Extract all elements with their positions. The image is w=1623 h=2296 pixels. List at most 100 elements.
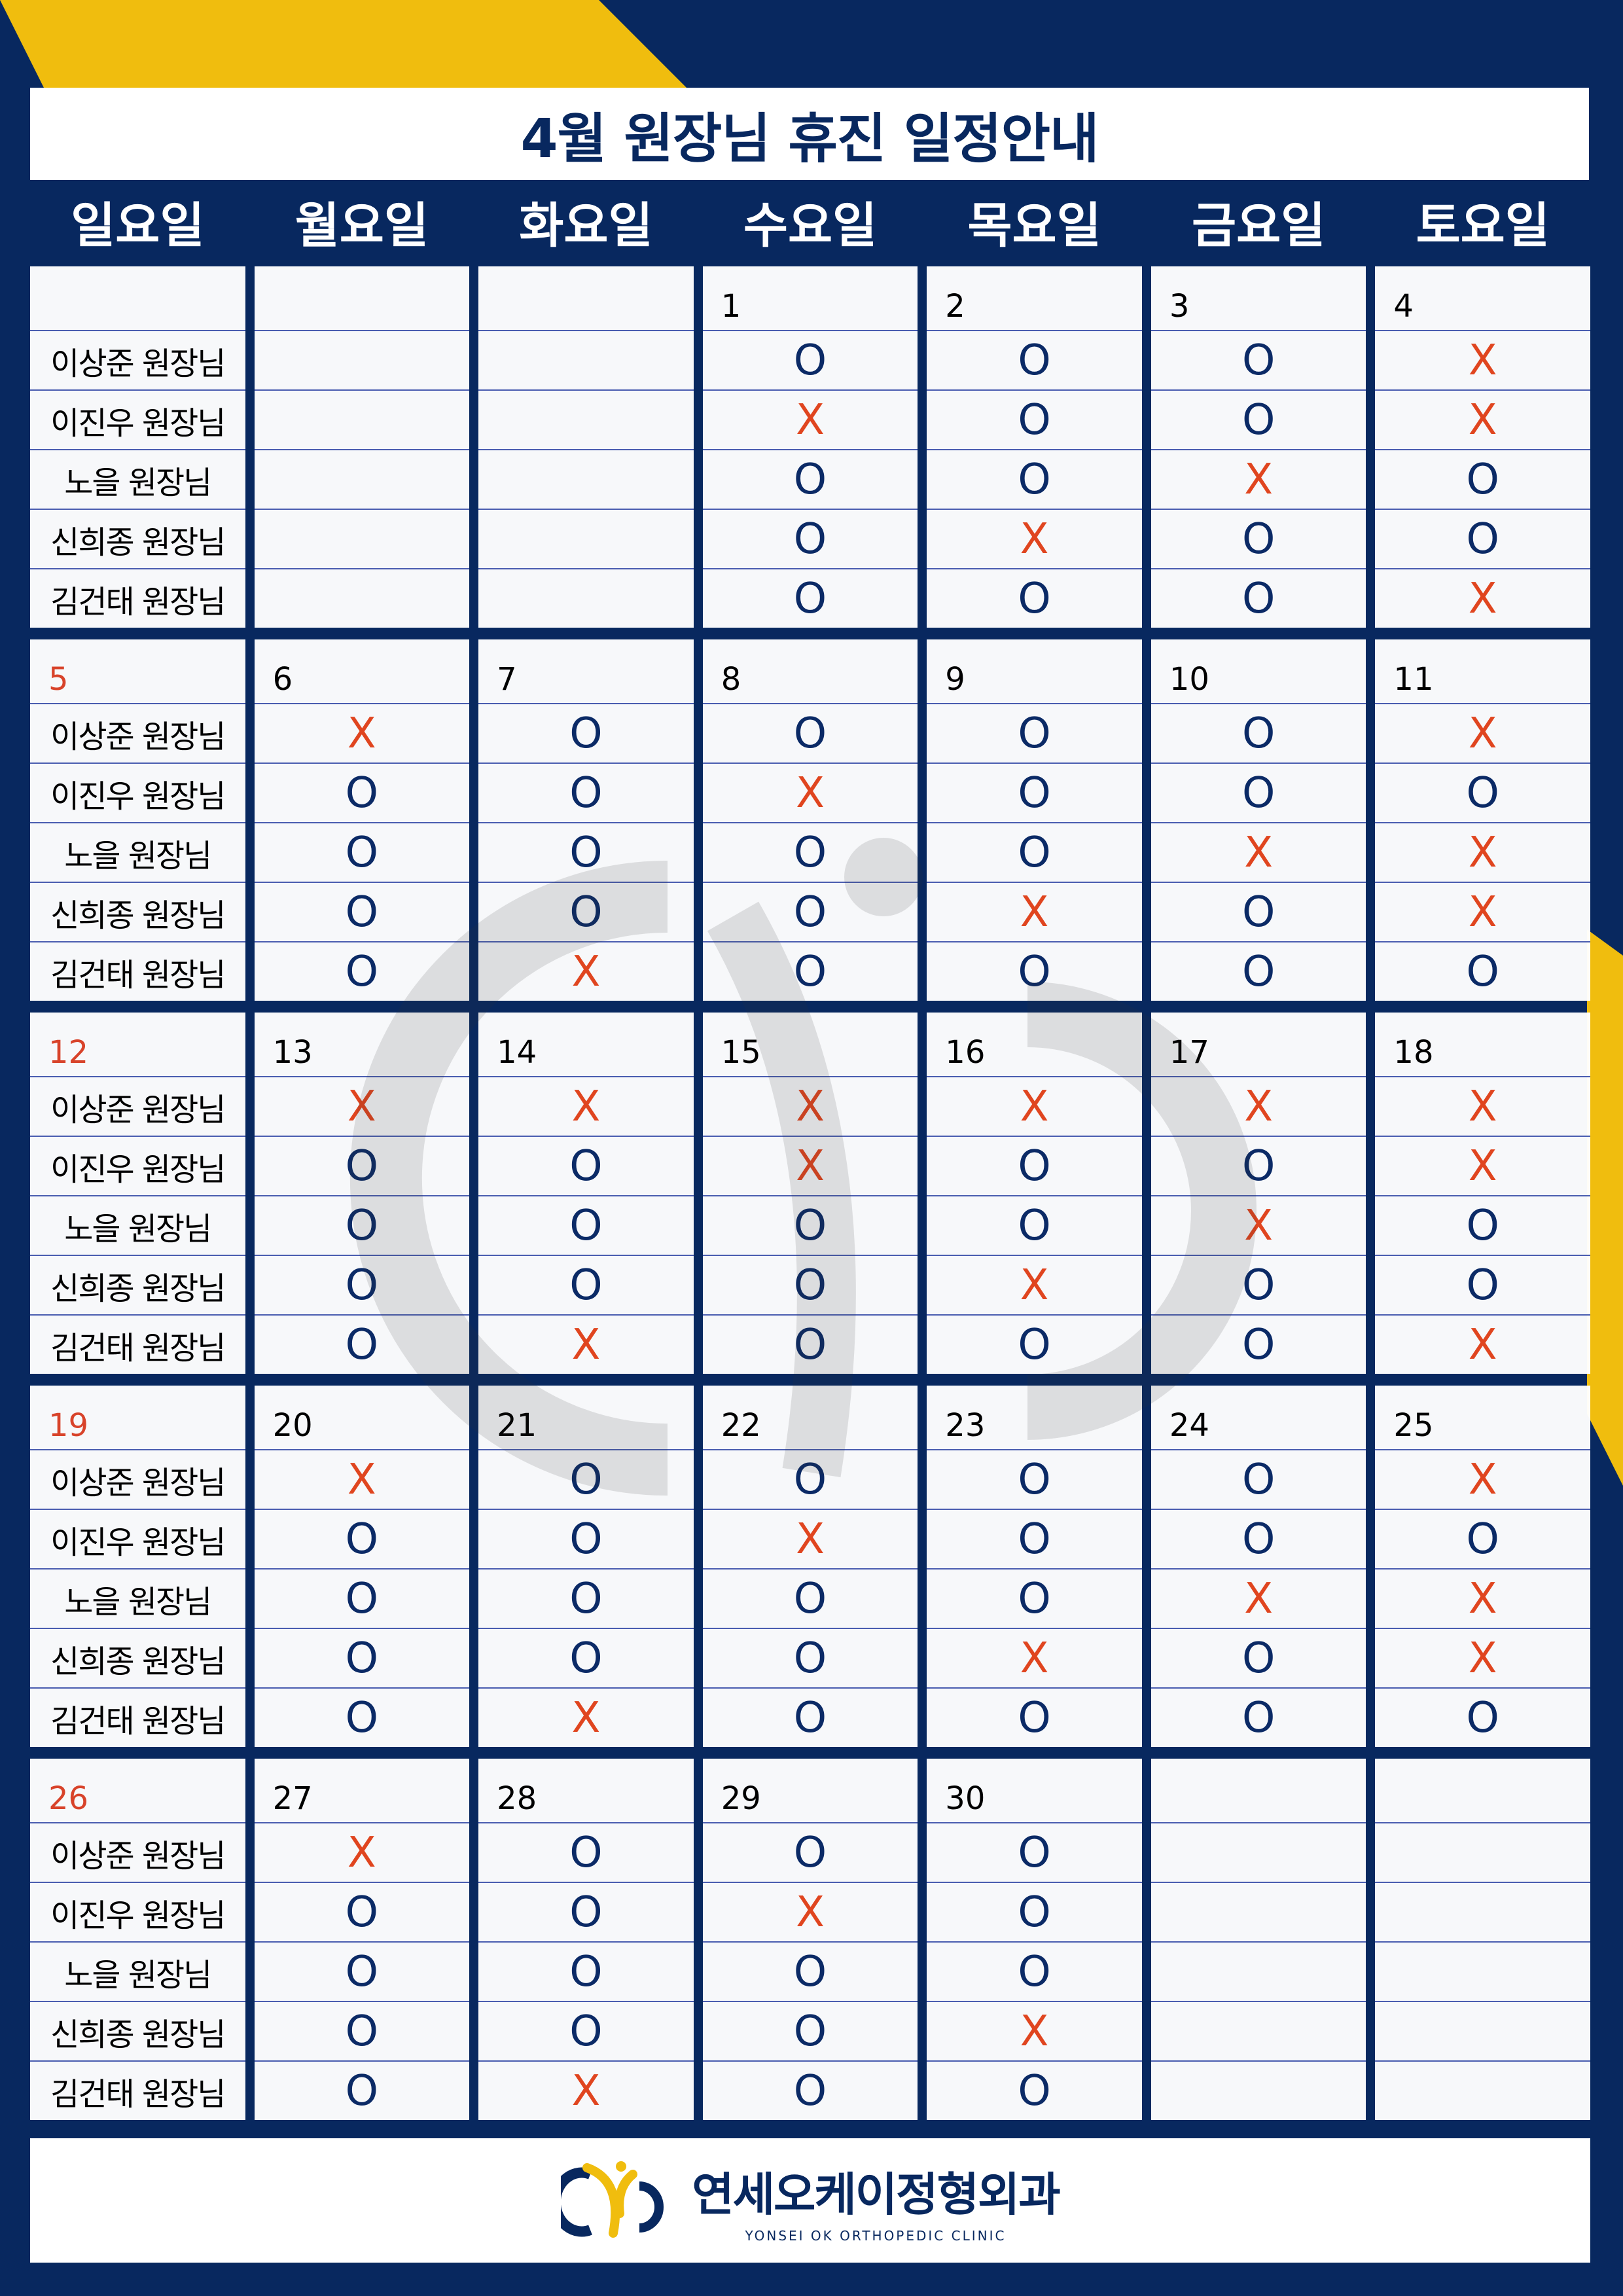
- doctor-name: 김건태 원장님: [30, 2060, 245, 2120]
- date-label: 10: [1169, 661, 1209, 698]
- open-mark: O: [1150, 1136, 1366, 1195]
- closed-mark: X: [478, 1314, 694, 1374]
- open-mark: O: [927, 1687, 1142, 1747]
- date-label: [1375, 1759, 1590, 1822]
- open-mark: O: [702, 1195, 918, 1255]
- calendar-week: 12 이상준 원장님 이진우 원장님 노을 원장님 신희종 원장님 김건태 원장님 13 X O…: [30, 1013, 1590, 1374]
- open-mark: O: [1150, 1255, 1366, 1314]
- day-cell: 25 X O X X O: [1375, 1386, 1590, 1747]
- doctor-name: 신희종 원장님: [30, 882, 245, 941]
- doctor-name: 이상준 원장님: [30, 1822, 245, 1882]
- date-label: 24: [1169, 1407, 1209, 1444]
- weekday-fri: 금요일: [1192, 198, 1326, 254]
- open-mark: O: [254, 1882, 470, 1941]
- day-cell: 13 X O O O O: [254, 1013, 470, 1374]
- calendar-week: 19 이상준 원장님 이진우 원장님 노을 원장님 신희종 원장님 김건태 원장님 20 X O…: [30, 1386, 1590, 1747]
- date-label: 12: [48, 1034, 89, 1071]
- day-cell: 27 X O O O O: [254, 1759, 470, 2120]
- open-mark: O: [702, 941, 918, 1001]
- open-mark: O: [1150, 389, 1366, 449]
- open-mark: O: [927, 1136, 1142, 1195]
- closed-mark: X: [478, 1687, 694, 1747]
- closed-mark: X: [1375, 389, 1590, 449]
- closed-mark: X: [478, 2060, 694, 2120]
- date-label: 30: [945, 1780, 986, 1817]
- open-mark: O: [1150, 1449, 1366, 1509]
- open-mark: O: [254, 882, 470, 941]
- day-cell: 16 X O O X O: [927, 1013, 1142, 1374]
- date-label: 27: [272, 1780, 313, 1817]
- open-mark: O: [927, 1449, 1142, 1509]
- open-mark: O: [927, 762, 1142, 822]
- open-mark: O: [478, 822, 694, 882]
- closed-mark: X: [1375, 1314, 1590, 1374]
- open-mark: O: [1375, 762, 1590, 822]
- sunday-cell: 26 이상준 원장님 이진우 원장님 노을 원장님 신희종 원장님 김건태 원장님: [30, 1759, 245, 2120]
- open-mark: O: [702, 822, 918, 882]
- page-title: 4월 원장님 휴진 일정안내: [520, 108, 1099, 170]
- day-cell: 23 O O O X O: [927, 1386, 1142, 1747]
- doctor-name: 신희종 원장님: [30, 1628, 245, 1687]
- open-mark: O: [254, 2060, 470, 2120]
- calendar-week: 26 이상준 원장님 이진우 원장님 노을 원장님 신희종 원장님 김건태 원장님 27 X O…: [30, 1759, 1590, 2120]
- day-cell: 10 O O X O O: [1150, 639, 1366, 1001]
- day-cell: [1150, 1759, 1366, 2120]
- day-cell: 24 O O X O O: [1150, 1386, 1366, 1747]
- open-mark: O: [927, 330, 1142, 389]
- date-label: 21: [497, 1407, 537, 1444]
- open-mark: O: [927, 389, 1142, 449]
- title-banner: 4월 원장님 휴진 일정안내: [30, 88, 1589, 180]
- closed-mark: X: [1150, 822, 1366, 882]
- date-label: 9: [945, 661, 965, 698]
- empty-slot: [1150, 2001, 1366, 2060]
- doctor-name: 이상준 원장님: [30, 703, 245, 762]
- doctor-name: 노을 원장님: [30, 449, 245, 509]
- date-label: 4: [1393, 288, 1414, 325]
- empty-slot: [478, 568, 694, 628]
- open-mark: O: [1375, 449, 1590, 509]
- open-mark: O: [478, 882, 694, 941]
- doctor-name: 이상준 원장님: [30, 1076, 245, 1136]
- closed-mark: X: [1150, 449, 1366, 509]
- day-cell: [254, 266, 470, 628]
- closed-mark: X: [702, 1136, 918, 1195]
- open-mark: O: [702, 1628, 918, 1687]
- yellow-corner-decoration: [0, 0, 690, 92]
- sunday-cell: 이상준 원장님 이진우 원장님 노을 원장님 신희종 원장님 김건태 원장님: [30, 266, 245, 628]
- day-cell: [478, 266, 694, 628]
- sunday-cell: 19 이상준 원장님 이진우 원장님 노을 원장님 신희종 원장님 김건태 원장님: [30, 1386, 245, 1747]
- weekday-thu: 목요일: [967, 198, 1101, 254]
- open-mark: O: [1375, 1255, 1590, 1314]
- day-cell: 29 O X O O O: [702, 1759, 918, 2120]
- open-mark: O: [702, 703, 918, 762]
- doctor-name: 노을 원장님: [30, 1568, 245, 1628]
- open-mark: O: [1150, 1314, 1366, 1374]
- open-mark: O: [1150, 1509, 1366, 1568]
- date-label: [30, 266, 245, 330]
- empty-slot: [1375, 2001, 1590, 2060]
- day-cell: 17 X O X O O: [1150, 1013, 1366, 1374]
- date-label: 22: [721, 1407, 761, 1444]
- open-mark: O: [702, 1314, 918, 1374]
- calendar-grid: 이상준 원장님 이진우 원장님 노을 원장님 신희종 원장님 김건태 원장님 1 O X O O O…: [30, 266, 1590, 2132]
- doctor-name: 김건태 원장님: [30, 568, 245, 628]
- day-cell: 11 X O X X O: [1375, 639, 1590, 1001]
- clinic-name-english: YONSEI OK ORTHOPEDIC CLINIC: [745, 2227, 1007, 2244]
- closed-mark: X: [1375, 568, 1590, 628]
- date-label: [255, 266, 470, 330]
- open-mark: O: [702, 330, 918, 389]
- open-mark: O: [478, 1195, 694, 1255]
- open-mark: O: [927, 1568, 1142, 1628]
- closed-mark: X: [1375, 1568, 1590, 1628]
- doctor-name: 이진우 원장님: [30, 389, 245, 449]
- date-label: 13: [272, 1034, 313, 1071]
- doctor-name: 노을 원장님: [30, 822, 245, 882]
- day-cell: 21 O O O O X: [478, 1386, 694, 1747]
- closed-mark: X: [254, 1822, 470, 1882]
- date-label: 2: [945, 288, 965, 325]
